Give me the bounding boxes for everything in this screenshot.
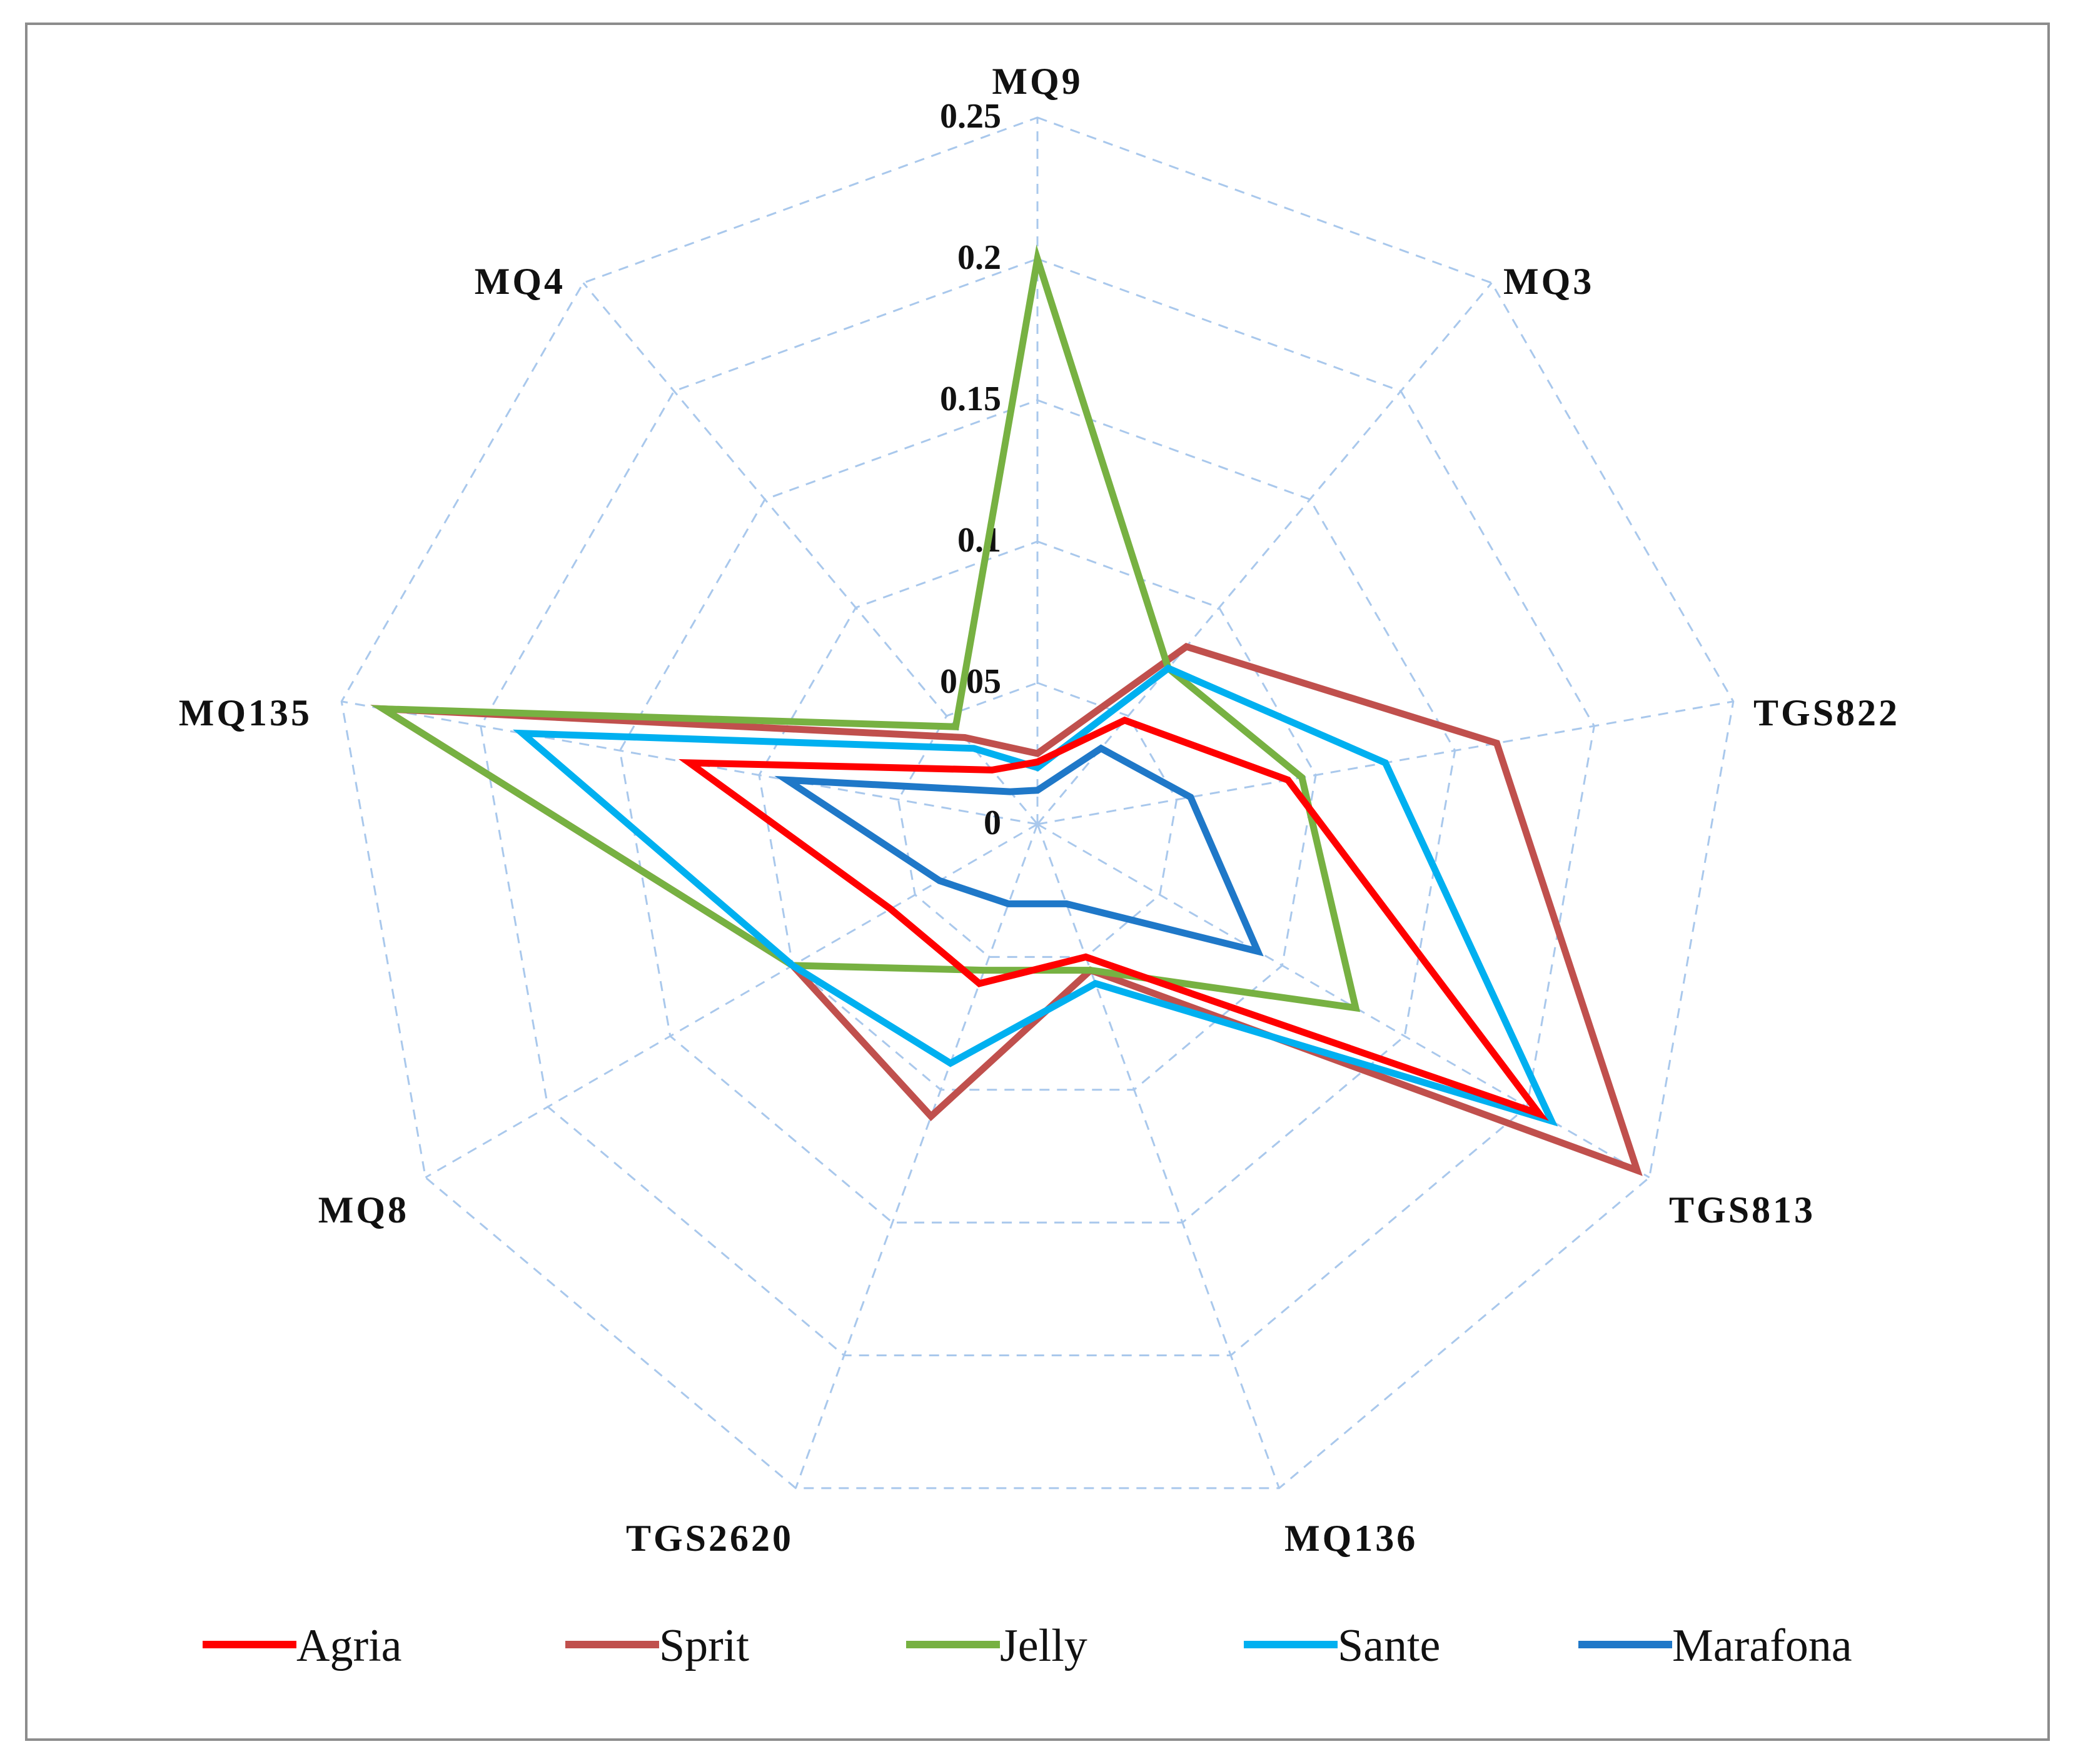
axis-label-mq4: MQ4 xyxy=(475,261,565,302)
axis-label-mq9: MQ9 xyxy=(992,61,1082,102)
axis-label-tgs813: TGS813 xyxy=(1669,1189,1815,1231)
grid-ring-5 xyxy=(340,116,1735,1489)
axis-label-tgs2620: TGS2620 xyxy=(626,1518,794,1559)
spoke-mq136 xyxy=(1036,824,1280,1489)
axis-label-mq136: MQ136 xyxy=(1284,1518,1418,1559)
tick-label-1: 0.05 xyxy=(940,662,1001,701)
tick-label-5: 0.25 xyxy=(940,97,1001,136)
grid-ring-3 xyxy=(618,399,1456,1224)
grid-ring-1 xyxy=(897,682,1178,958)
radial-tick-labels: 0 0.05 0.1 0.15 0.2 0.25 xyxy=(940,97,1001,842)
tick-label-2: 0.1 xyxy=(957,521,1001,560)
spoke-tgs2620 xyxy=(795,824,1039,1489)
grid-ring-4 xyxy=(480,258,1595,1356)
legend-label-sprit: Sprit xyxy=(659,1620,749,1671)
chart-frame: 0 0.05 0.1 0.15 0.2 0.25 MQ9 MQ3 TGS822 TGS813 MQ… xyxy=(25,23,2050,1741)
radar-chart: 00.050.10.150.20.25 MQ9MQ3TGS822TGS813MQ… xyxy=(179,61,1900,1671)
tick-label-0: 0 xyxy=(984,804,1001,842)
series-agria xyxy=(678,716,1549,1121)
legend-label-sante: Sante xyxy=(1338,1620,1440,1671)
series-sante xyxy=(513,664,1558,1127)
axis-label-mq135: MQ135 xyxy=(179,692,312,733)
legend-label-agria: Agria xyxy=(296,1620,402,1671)
legend-label-marafona: Marafona xyxy=(1672,1620,1852,1671)
axis-label-mq8: MQ8 xyxy=(318,1189,409,1231)
axis-label-tgs822: TGS822 xyxy=(1753,692,1900,733)
spoke-tgs813 xyxy=(1037,823,1650,1179)
axis-label-mq3: MQ3 xyxy=(1503,261,1594,302)
tick-label-3: 0.15 xyxy=(940,380,1001,418)
spoke-mq3 xyxy=(1036,282,1493,825)
axis-labels: MQ9 MQ3 TGS822 TGS813 MQ136 TGS2620 MQ8 MQ135 MQ… xyxy=(179,61,1900,1559)
series-lines xyxy=(370,244,1643,1176)
radar-grid xyxy=(340,116,1735,1489)
legend: Agria Sprit Jelly Sante Marafona xyxy=(203,1620,1852,1671)
tick-label-4: 0.2 xyxy=(957,238,1001,277)
series-marafona xyxy=(774,744,1264,957)
legend-label-jelly: Jelly xyxy=(1000,1620,1087,1671)
spoke-mq8 xyxy=(425,823,1038,1179)
grid-ring-2 xyxy=(758,540,1317,1091)
spoke-mq4 xyxy=(582,282,1039,825)
series-sprit xyxy=(370,643,1643,1176)
